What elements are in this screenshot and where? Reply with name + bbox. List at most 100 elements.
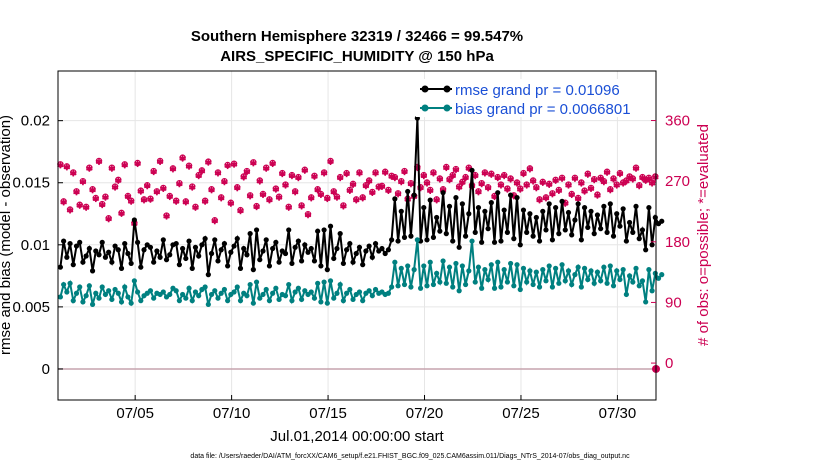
series-point-0	[430, 234, 437, 240]
obs-evaluated-marker	[635, 182, 643, 190]
series-point-0	[225, 263, 231, 269]
series-point-0	[482, 208, 488, 214]
series-point-1	[311, 295, 318, 301]
series-point-1	[443, 280, 449, 286]
series-point-0	[601, 203, 607, 209]
series-point-0	[459, 201, 465, 207]
series-point-0	[160, 237, 166, 243]
obs-evaluated-marker	[150, 168, 158, 176]
obs-evaluated-stroke	[449, 173, 457, 179]
legend: rmse grand pr = 0.01096 bias grand pr = …	[416, 79, 646, 118]
series-point-0	[106, 249, 112, 255]
series-point-0	[514, 195, 520, 201]
obs-evaluated-marker	[105, 215, 112, 223]
series-point-1	[134, 289, 141, 295]
series-point-0	[475, 204, 482, 211]
plot-frame	[57, 70, 657, 401]
obs-evaluated-marker	[381, 169, 389, 176]
series-point-0	[344, 247, 350, 253]
series-point-1	[565, 268, 572, 274]
obs-evaluated-stroke	[259, 192, 267, 198]
obs-evaluated-stroke	[645, 176, 653, 181]
obs-evaluated-marker	[272, 185, 280, 193]
y-right-tick-label: 270	[665, 173, 690, 190]
obs-evaluated-marker	[552, 177, 559, 184]
series-point-0	[546, 201, 552, 207]
series-point-1	[659, 272, 665, 278]
series-point-0	[614, 211, 620, 217]
obs-evaluated-stroke	[346, 188, 354, 193]
obs-evaluated-marker	[192, 204, 199, 211]
obs-evaluated-marker	[478, 180, 486, 188]
series-point-0	[131, 217, 137, 223]
obs-evaluated-marker	[536, 196, 543, 204]
series-point-0	[466, 211, 472, 217]
series-point-0	[218, 247, 224, 253]
series-point-1	[147, 288, 154, 294]
y-right-tick-label: 90	[665, 294, 682, 311]
obs-evaluated-marker	[475, 188, 482, 196]
obs-evaluated-marker	[182, 198, 190, 206]
obs-evaluated-marker	[436, 175, 444, 183]
obs-evaluated-stroke	[600, 179, 608, 185]
y-left-tick-label: 0.015	[12, 175, 50, 192]
obs-evaluated-marker	[82, 204, 90, 211]
series-point-0	[479, 239, 485, 245]
obs-evaluated-marker	[243, 168, 251, 176]
series-point-1	[424, 283, 430, 289]
obs-evaluated-stroke	[542, 195, 550, 201]
obs-evaluated-marker	[433, 196, 440, 204]
obs-evaluated-marker	[420, 172, 428, 180]
series-point-0	[569, 232, 575, 238]
obs-evaluated-marker	[137, 187, 145, 195]
series-point-0	[237, 265, 244, 271]
obs-evaluated-stroke	[639, 175, 646, 181]
obs-evaluated-stroke	[526, 166, 534, 172]
obs-evaluated-stroke	[565, 182, 572, 188]
obs-evaluated-marker	[266, 196, 273, 204]
obs-evaluated-stroke	[340, 203, 347, 209]
obs-evaluated-stroke	[452, 167, 460, 173]
obs-evaluated-marker	[311, 173, 318, 180]
obs-count-markers	[57, 154, 659, 228]
obs-evaluated-marker	[504, 185, 511, 193]
obs-evaluated-stroke	[500, 173, 508, 179]
obs-evaluated-stroke	[333, 194, 341, 200]
obs-evaluated-stroke	[494, 175, 502, 181]
series-point-0	[173, 240, 179, 247]
obs-evaluated-marker	[317, 191, 325, 199]
series-point-1	[331, 295, 337, 301]
series-point-1	[398, 265, 404, 271]
obs-evaluated-stroke	[648, 180, 656, 186]
series-point-0	[134, 239, 141, 245]
series-point-0	[141, 247, 147, 253]
obs-evaluated-marker	[426, 187, 434, 194]
x-axis-label: Jul.01,2014 00:00:00 start	[270, 428, 444, 445]
obs-evaluated-marker	[359, 194, 367, 202]
series-point-1	[112, 286, 118, 293]
series-point-1	[501, 267, 507, 273]
series-point-1	[392, 259, 398, 265]
obs-evaluated-stroke	[169, 166, 177, 172]
obs-evaluated-stroke	[272, 186, 280, 192]
series-point-0	[437, 228, 443, 234]
obs-evaluated-stroke	[124, 194, 132, 200]
obs-evaluated-marker	[446, 176, 453, 184]
obs-evaluated-marker	[285, 204, 293, 211]
series-point-0	[96, 252, 102, 258]
series-point-1	[99, 284, 105, 290]
obs-evaluated-stroke	[558, 176, 566, 181]
series-point-1	[475, 264, 482, 270]
series-point-1	[334, 290, 340, 296]
series-point-1	[83, 293, 89, 299]
series-point-0	[89, 268, 96, 274]
series-point-0	[495, 190, 501, 196]
obs-evaluated-marker	[526, 165, 534, 173]
series-point-1	[205, 301, 211, 308]
series-point-0	[221, 240, 228, 247]
obs-evaluated-marker	[102, 193, 109, 201]
obs-evaluated-stroke	[266, 197, 273, 203]
obs-evaluated-stroke	[243, 169, 251, 175]
obs-evaluated-marker	[545, 181, 553, 188]
obs-evaluated-stroke	[95, 159, 103, 165]
